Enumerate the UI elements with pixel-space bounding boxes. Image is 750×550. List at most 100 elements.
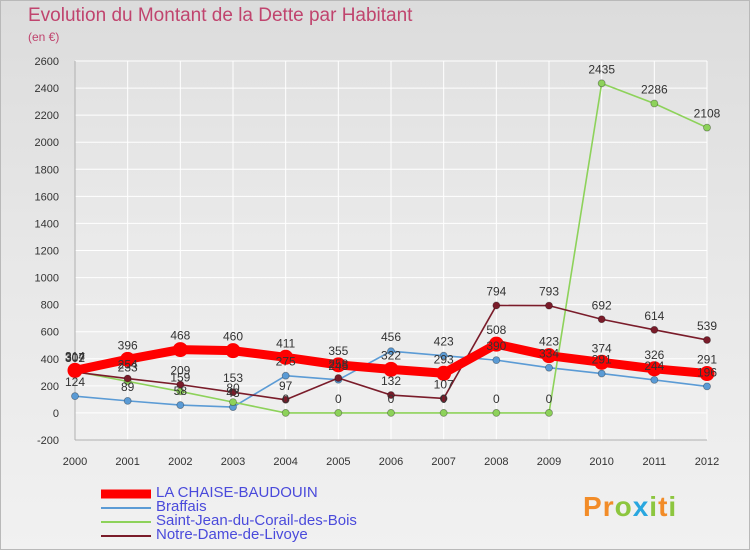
logo-letter: i — [668, 491, 678, 522]
series-point-1 — [387, 347, 395, 356]
series-point-2 — [650, 99, 659, 108]
series-point-1 — [703, 382, 711, 391]
data-label-3: 97 — [279, 379, 293, 393]
y-tick-label: 1600 — [35, 191, 59, 203]
y-tick-label: 2000 — [35, 137, 59, 149]
data-label-2: 0 — [388, 392, 395, 406]
data-label-1: 423 — [434, 335, 454, 349]
data-label-3: 153 — [223, 371, 243, 385]
series-point-0 — [278, 349, 294, 365]
data-label-1: 58 — [174, 384, 188, 398]
data-label-3: 793 — [539, 285, 559, 299]
series-point-1 — [71, 392, 79, 401]
series-point-0 — [699, 366, 715, 382]
data-label-0: 291 — [697, 353, 717, 367]
logo-letter: x — [632, 491, 650, 522]
y-tick-label: 2200 — [35, 110, 59, 122]
chart-subtitle: (en €) — [28, 30, 60, 44]
data-label-0: 374 — [592, 341, 612, 355]
data-label-0: 468 — [170, 329, 190, 343]
series-point-2 — [597, 79, 606, 88]
series-point-3 — [703, 336, 711, 344]
proxiti-logo: Proxiti — [583, 491, 677, 523]
x-tick-label: 2006 — [379, 456, 403, 468]
y-tick-label: 1200 — [35, 246, 59, 258]
x-tick-label: 2001 — [115, 456, 139, 468]
data-label-0: 322 — [381, 348, 401, 362]
data-label-3: 692 — [592, 298, 612, 312]
series-point-0 — [541, 348, 557, 364]
chart-title: Evolution du Montant de la Dette par Hab… — [28, 5, 413, 26]
data-label-1: 244 — [644, 359, 664, 373]
data-label-2: 307 — [65, 350, 85, 364]
logo-letter: o — [614, 491, 633, 522]
data-label-3: 254 — [118, 358, 138, 372]
series-point-3 — [123, 374, 132, 383]
x-tick-label: 2003 — [221, 456, 245, 468]
data-label-3: 132 — [381, 374, 401, 388]
legend-label: Saint-Jean-du-Corail-des-Bois — [156, 512, 357, 529]
y-tick-label: 1800 — [35, 164, 59, 176]
series-point-1 — [545, 363, 553, 372]
series-point-0 — [383, 361, 399, 377]
series-point-1 — [439, 351, 448, 360]
data-label-2: 2435 — [588, 62, 615, 76]
data-label-3: 614 — [644, 309, 664, 323]
data-label-0: 355 — [328, 344, 348, 358]
data-label-0: 460 — [223, 330, 243, 344]
x-tick-label: 2009 — [537, 456, 561, 468]
data-label-2: 2108 — [694, 107, 721, 121]
data-label-1: 291 — [592, 353, 612, 367]
series-point-1 — [492, 356, 501, 365]
data-label-1: 196 — [697, 365, 717, 379]
x-tick-label: 2000 — [63, 456, 87, 468]
data-label-2: 0 — [335, 392, 342, 406]
series-point-3 — [597, 315, 606, 324]
data-label-3: 302 — [65, 351, 85, 365]
data-label-0: 423 — [539, 335, 559, 349]
y-tick-label: 600 — [41, 327, 59, 339]
data-label-2: 80 — [226, 381, 240, 395]
series-point-0 — [436, 365, 452, 381]
y-tick-label: 800 — [41, 300, 59, 312]
x-tick-label: 2004 — [273, 456, 297, 468]
data-label-2: 2286 — [641, 83, 668, 97]
data-label-2: 0 — [546, 392, 553, 406]
series-point-0 — [330, 357, 346, 373]
legend-swatch — [101, 521, 151, 523]
series-point-0 — [172, 342, 188, 358]
data-label-0: 293 — [434, 352, 454, 366]
series-point-2 — [334, 409, 343, 417]
data-label-1: 89 — [121, 380, 135, 394]
series-point-3 — [492, 301, 501, 310]
logo-letter: r — [602, 491, 615, 522]
y-tick-label: 1000 — [35, 273, 59, 285]
series-point-2 — [545, 409, 553, 417]
data-label-2: 0 — [282, 392, 289, 406]
data-label-0: 314 — [65, 349, 85, 363]
data-label-0: 508 — [486, 323, 506, 337]
data-label-0: 411 — [276, 336, 295, 350]
data-label-1: 390 — [486, 339, 506, 353]
y-tick-label: 400 — [41, 354, 59, 366]
legend-swatch — [101, 507, 151, 509]
data-label-2: 233 — [118, 360, 138, 374]
series-point-3 — [176, 380, 185, 389]
data-label-3: 539 — [697, 319, 717, 333]
y-tick-label: -200 — [37, 435, 59, 447]
series-point-3 — [281, 395, 290, 404]
legend-swatch — [101, 489, 151, 499]
x-tick-label: 2002 — [168, 456, 192, 468]
legend-swatch — [101, 535, 151, 537]
data-label-0: 396 — [118, 338, 138, 352]
logo-letter: t — [658, 491, 669, 522]
data-label-3: 258 — [328, 357, 348, 371]
series-point-0 — [594, 354, 610, 370]
series-point-0 — [225, 343, 241, 359]
y-tick-label: 1400 — [35, 218, 59, 230]
series-point-1 — [123, 396, 132, 405]
data-label-3: 209 — [170, 364, 190, 378]
data-label-1: 124 — [65, 375, 85, 389]
